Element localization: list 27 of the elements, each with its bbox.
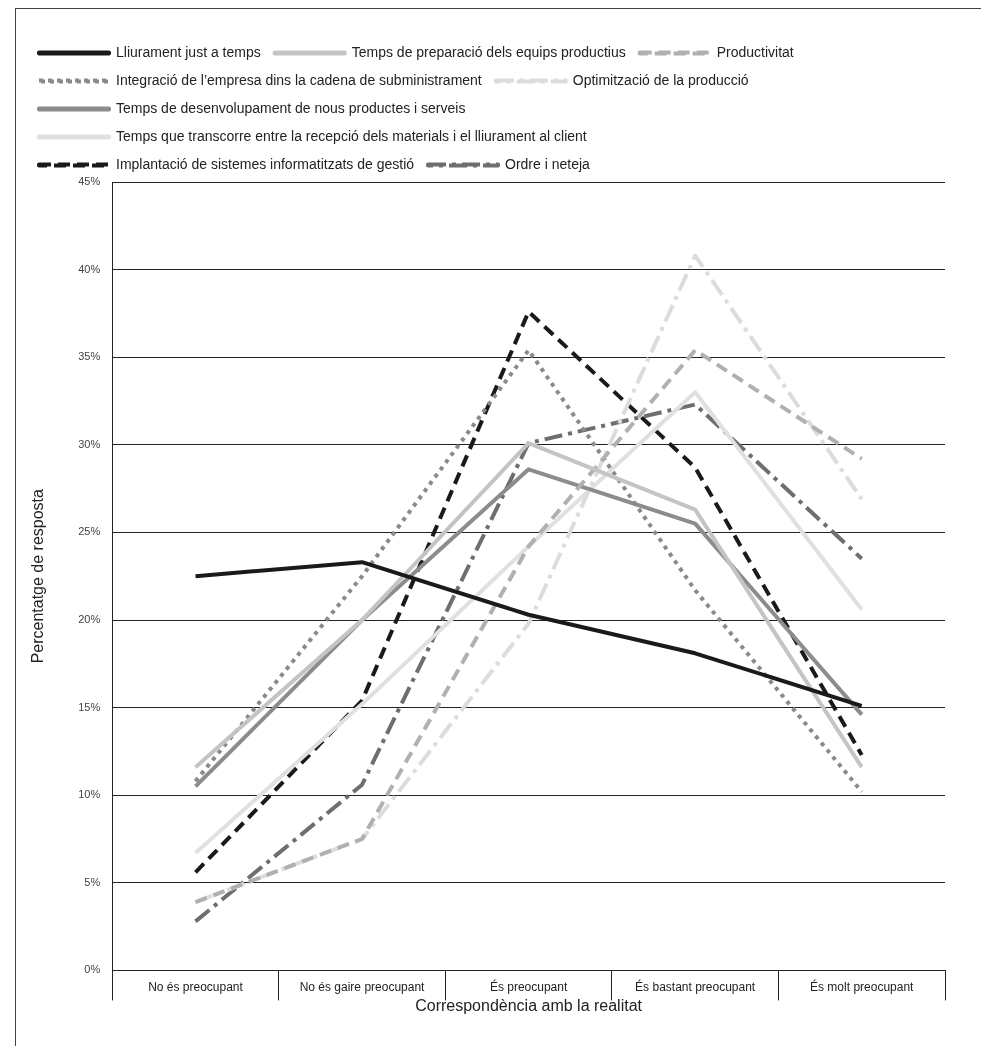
legend-label: Implantació de sistemes informatitzats de gestió (116, 155, 415, 172)
y-tick-label: 30% (78, 437, 101, 450)
y-tick-label: 0% (84, 963, 101, 976)
y-tick-label: 10% (78, 788, 101, 801)
legend-label: Temps que transcorre entre la recepció dels materials i el lliurament al client (116, 127, 587, 144)
y-tick-label: 20% (78, 613, 101, 626)
x-axis-title: Correspondència amb la realitat (415, 996, 643, 1014)
y-tick-label: 35% (78, 350, 101, 363)
line-series (193, 348, 864, 794)
legend-label: Lliurament just a temps (116, 43, 261, 60)
y-tick-label: 25% (78, 525, 101, 538)
y-tick-label: 40% (78, 262, 101, 275)
legend-label: Integració de l’empresa dins la cadena de subministrament (116, 71, 482, 88)
x-tick-label: No és preocupant (148, 979, 244, 994)
legend-label: Temps de preparació dels equips productius (351, 43, 626, 60)
legend-label: Productivitat (716, 43, 794, 60)
legend-label: Temps de desenvolupament de nous productes i serveis (116, 99, 466, 116)
y-tick-label: 45% (78, 175, 101, 188)
x-tick-label: No és gaire preocupant (299, 979, 426, 994)
legend-label: Ordre i neteja (505, 155, 591, 172)
x-tick-label: És preocupant (489, 978, 568, 994)
x-tick-label: És bastant preocupant (635, 978, 756, 994)
y-tick-label: 15% (78, 700, 101, 713)
y-tick-label: 5% (84, 875, 101, 888)
y-axis-title: Percentatge de resposta (29, 488, 47, 664)
legend-label: Optimització de la producció (572, 71, 749, 88)
x-tick-label: És molt preocupant (810, 978, 915, 994)
